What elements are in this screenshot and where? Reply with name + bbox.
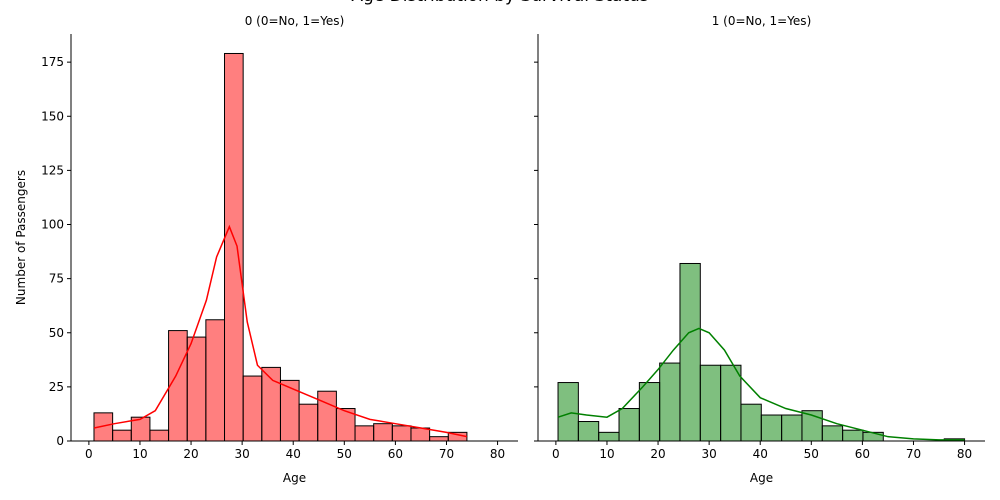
x-tick-label: 40	[753, 447, 768, 461]
bar	[149, 429, 170, 442]
y-tick-label: 150	[41, 109, 64, 123]
x-tick-label: 20	[183, 447, 198, 461]
bar	[740, 403, 762, 442]
y-tick-label: 0	[56, 434, 64, 448]
bar	[842, 429, 864, 442]
bar	[577, 421, 600, 442]
panel-title: 0 (0=No, 1=Yes)	[245, 14, 345, 28]
x-tick-label: 0	[85, 447, 93, 461]
bar	[279, 379, 300, 442]
y-tick-label: 100	[41, 218, 64, 232]
x-tick-label: 50	[804, 447, 819, 461]
kde-line	[93, 224, 468, 438]
bar	[760, 414, 783, 442]
y-tick-label: 25	[49, 380, 64, 394]
x-tick-label: 50	[337, 447, 352, 461]
x-tick-label: 40	[286, 447, 301, 461]
y-tick-label: 125	[41, 163, 64, 177]
x-axis-label: Age	[750, 471, 773, 485]
x-tick-label: 70	[906, 447, 921, 461]
bar	[112, 429, 132, 442]
bar	[205, 319, 226, 442]
bar	[821, 425, 844, 442]
y-tick-label: 175	[41, 55, 64, 69]
bar	[298, 403, 319, 442]
x-tick-label: 80	[957, 447, 972, 461]
panel-title: 1 (0=No, 1=Yes)	[712, 14, 812, 28]
y-tick-label: 75	[49, 272, 64, 286]
x-tick-label: 30	[701, 447, 716, 461]
x-axis-label: Age	[283, 471, 306, 485]
bar	[598, 431, 620, 442]
bar	[317, 390, 337, 442]
bar	[679, 262, 701, 442]
bar	[638, 382, 661, 442]
bar	[429, 436, 449, 442]
x-tick-label: 60	[855, 447, 870, 461]
bar	[186, 336, 207, 442]
bar	[242, 375, 263, 442]
x-tick-label: 20	[650, 447, 665, 461]
x-tick-label: 70	[439, 447, 454, 461]
x-tick-label: 10	[599, 447, 614, 461]
bar	[224, 52, 244, 442]
bar	[720, 364, 742, 442]
x-tick-label: 80	[490, 447, 505, 461]
x-tick-label: 10	[132, 447, 147, 461]
kde-line	[557, 327, 965, 441]
bar	[373, 423, 393, 442]
bar	[659, 362, 681, 442]
x-tick-label: 0	[552, 447, 560, 461]
x-tick-label: 30	[234, 447, 249, 461]
y-tick-label: 50	[49, 326, 64, 340]
bar	[618, 408, 640, 442]
y-axis-label: Number of Passengers	[14, 170, 28, 305]
bar	[391, 425, 412, 442]
bar	[557, 382, 579, 442]
bar	[699, 364, 722, 442]
bar	[168, 330, 188, 442]
bar	[354, 425, 375, 442]
bar	[410, 427, 431, 442]
x-tick-label: 60	[388, 447, 403, 461]
bar	[781, 414, 803, 442]
figure-title: Age Distribution by Survival Status	[351, 0, 648, 6]
